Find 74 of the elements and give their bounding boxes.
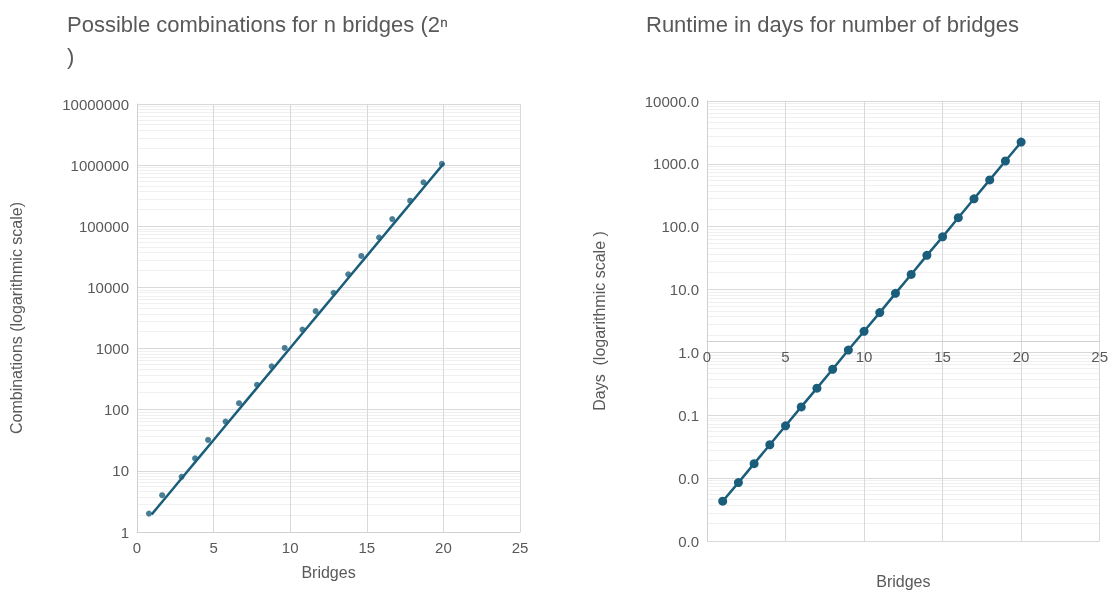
x-tick-label: 10 — [281, 539, 299, 556]
point — [281, 344, 288, 351]
y-tick-label: 10000000 — [62, 95, 129, 113]
point — [1016, 137, 1026, 147]
point — [781, 421, 791, 431]
x-tick-label: 20 — [435, 539, 452, 556]
point — [178, 473, 185, 480]
chart-title: Possible combinations for n bridges (2ⁿ) — [67, 11, 448, 69]
point — [890, 288, 900, 298]
point — [906, 269, 916, 279]
point — [843, 345, 853, 355]
x-tick-label: 5 — [209, 539, 218, 556]
y-tick-label: 1000 — [95, 340, 129, 358]
y-tick-label: 0.0 — [678, 532, 699, 550]
point — [733, 478, 743, 488]
point — [922, 250, 932, 260]
point — [222, 418, 229, 425]
y-axis-title: Combinations (logarithmic scale) — [7, 201, 25, 435]
x-tick-label: 0 — [132, 539, 142, 556]
point — [299, 326, 306, 333]
x-axis-title: Bridges — [876, 572, 931, 590]
x-tick-label: 25 — [511, 539, 529, 556]
x-tick-label: 5 — [781, 347, 790, 365]
point — [358, 252, 365, 259]
y-tick-label: 100.0 — [661, 218, 699, 236]
x-tick-label: 20 — [1012, 347, 1030, 365]
point — [1000, 156, 1010, 166]
y-tick-label: 100 — [103, 401, 129, 419]
point — [812, 383, 822, 393]
point — [828, 364, 838, 374]
x-tick-label: 10 — [855, 347, 873, 365]
y-tick-label: 10 — [112, 462, 129, 480]
point — [192, 455, 199, 462]
point — [749, 459, 759, 469]
point — [407, 197, 414, 204]
y-tick-label: 10.0 — [669, 281, 699, 299]
point — [268, 363, 275, 370]
point — [330, 289, 337, 296]
point — [875, 308, 885, 318]
point — [145, 510, 152, 517]
point — [953, 213, 963, 223]
y-axis-title: Days (logarithmic scale ) — [590, 231, 608, 411]
chart-title: Runtime in days for number of bridges — [646, 11, 1019, 37]
point — [938, 232, 948, 242]
point — [420, 179, 427, 186]
y-tick-label: 100000 — [78, 217, 129, 235]
y-tick-label: 1000000 — [70, 156, 129, 174]
point — [159, 492, 166, 499]
y-tick-label: 0.0 — [678, 469, 699, 487]
point — [438, 160, 445, 167]
y-tick-label: 1.0 — [678, 343, 699, 361]
point — [253, 381, 260, 388]
y-tick-label: 1 — [120, 523, 129, 541]
x-tick-label: 15 — [934, 347, 951, 365]
x-axis-title: Bridges — [301, 563, 356, 581]
point — [985, 175, 995, 185]
point — [345, 271, 352, 278]
y-tick-label: 1000.0 — [653, 155, 699, 173]
point — [859, 326, 869, 336]
x-tick-label: 25 — [1091, 347, 1108, 365]
point — [718, 496, 728, 506]
x-tick-label: 0 — [702, 347, 712, 365]
point — [969, 194, 979, 204]
point — [312, 308, 319, 315]
point — [389, 216, 396, 223]
point — [796, 402, 806, 412]
point — [205, 436, 212, 443]
x-tick-label: 15 — [358, 539, 376, 556]
point — [765, 440, 775, 450]
y-tick-label: 0.1 — [678, 406, 699, 424]
y-tick-label: 10000.0 — [644, 92, 699, 110]
y-tick-label: 10000 — [87, 278, 129, 296]
point — [236, 400, 243, 407]
point — [376, 234, 383, 241]
